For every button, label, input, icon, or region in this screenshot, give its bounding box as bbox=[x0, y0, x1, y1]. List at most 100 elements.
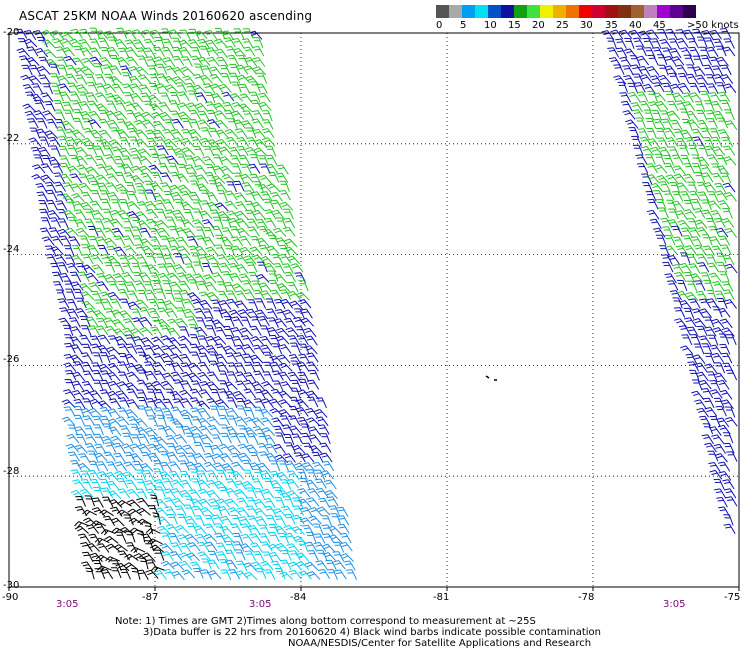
wind-barb bbox=[224, 549, 237, 561]
wind-barb bbox=[716, 297, 728, 309]
wind-barb bbox=[218, 414, 231, 426]
wind-barb bbox=[236, 227, 250, 237]
wind-barb bbox=[84, 443, 98, 453]
wind-barb bbox=[698, 379, 712, 390]
wind-barb bbox=[313, 533, 326, 544]
wind-barb bbox=[297, 540, 309, 552]
wind-barb bbox=[269, 460, 281, 472]
wind-barb bbox=[282, 208, 294, 220]
wind-barb bbox=[723, 514, 734, 526]
wind-barb bbox=[257, 433, 269, 444]
wind-barb bbox=[58, 136, 70, 147]
wind-barb bbox=[111, 83, 124, 94]
wind-barb bbox=[75, 74, 88, 85]
wind-barb bbox=[281, 505, 295, 516]
wind-barb bbox=[652, 92, 666, 102]
wind-barb bbox=[151, 336, 165, 346]
wind-barb bbox=[316, 506, 331, 516]
wind-barb bbox=[642, 182, 653, 193]
wind-barb bbox=[214, 343, 228, 354]
wind-barb bbox=[691, 390, 705, 401]
wind-barb bbox=[92, 486, 104, 498]
wind-barb bbox=[106, 100, 118, 112]
lon-label-81: -81 bbox=[433, 592, 450, 603]
wind-barb bbox=[266, 308, 278, 319]
wind-barb bbox=[215, 542, 228, 553]
wind-barb bbox=[251, 417, 265, 427]
wind-barb bbox=[227, 362, 239, 373]
wind-barb bbox=[102, 145, 114, 156]
wind-barb bbox=[665, 174, 679, 184]
wind-barb bbox=[74, 219, 87, 230]
wind-barb bbox=[318, 569, 331, 580]
wind-barb bbox=[56, 75, 71, 85]
wind-barb bbox=[288, 425, 302, 435]
wind-barb bbox=[96, 317, 109, 328]
wind-barb bbox=[151, 380, 166, 390]
wind-barb bbox=[154, 37, 165, 48]
wind-barb bbox=[683, 54, 695, 66]
wind-barb bbox=[178, 326, 190, 338]
wind-barb bbox=[312, 461, 326, 472]
wind-barb bbox=[683, 29, 696, 40]
wind-barb bbox=[253, 147, 268, 157]
wind-barb bbox=[127, 127, 140, 138]
wind-barb bbox=[722, 182, 736, 193]
wind-barb bbox=[209, 73, 223, 84]
wind-barb bbox=[242, 353, 255, 364]
wind-barb bbox=[627, 91, 641, 102]
wind-barb bbox=[672, 236, 685, 247]
wind-barb bbox=[20, 74, 34, 84]
wind-barb bbox=[191, 298, 205, 309]
wind-barb bbox=[200, 200, 212, 211]
wind-barb bbox=[160, 560, 175, 570]
wind-barb bbox=[671, 200, 685, 211]
wind-barb bbox=[22, 84, 36, 94]
wind-barb bbox=[126, 254, 140, 264]
wind-barb bbox=[115, 562, 130, 572]
wind-barb bbox=[215, 129, 229, 139]
wind-barb bbox=[177, 245, 191, 256]
wind-barb bbox=[661, 118, 673, 130]
colorbar-swatch bbox=[605, 5, 618, 18]
wind-barb bbox=[107, 408, 121, 418]
wind-barb bbox=[180, 371, 194, 382]
wind-barb bbox=[210, 209, 222, 220]
note-line-1: Note: 1) Times are GMT 2)Times along bot… bbox=[115, 616, 536, 627]
wind-barb bbox=[306, 571, 321, 580]
wind-barb bbox=[231, 110, 245, 120]
wind-barb bbox=[124, 553, 139, 562]
wind-barb bbox=[103, 274, 118, 283]
wind-barb bbox=[170, 561, 185, 571]
wind-barb bbox=[163, 254, 176, 265]
wind-barb bbox=[253, 139, 268, 149]
wind-barb bbox=[278, 362, 293, 372]
wind-barb bbox=[668, 208, 679, 220]
wind-barb bbox=[210, 444, 224, 455]
colorbar-label: 45 bbox=[653, 20, 666, 31]
wind-barb bbox=[271, 343, 283, 355]
wind-barb bbox=[253, 498, 267, 509]
wind-barb bbox=[307, 396, 319, 408]
wind-barb bbox=[282, 309, 297, 319]
wind-barb bbox=[156, 73, 170, 84]
colorbar-swatch bbox=[618, 5, 631, 18]
wind-barb bbox=[187, 172, 200, 183]
wind-barb bbox=[615, 47, 628, 58]
wind-barb bbox=[104, 535, 119, 544]
wind-barb bbox=[135, 426, 150, 436]
wind-barb bbox=[139, 463, 154, 472]
wind-barb bbox=[689, 369, 700, 381]
wind-barb bbox=[665, 137, 679, 147]
colorbar-swatch bbox=[527, 5, 540, 18]
wind-barb bbox=[69, 91, 81, 102]
wind-barb bbox=[263, 498, 276, 509]
wind-barb bbox=[187, 372, 202, 382]
wind-barb bbox=[57, 218, 69, 230]
wind-barb bbox=[307, 550, 319, 561]
wind-barb bbox=[228, 309, 243, 319]
wind-barb bbox=[198, 254, 211, 265]
wind-barb bbox=[100, 379, 112, 391]
wind-barb bbox=[236, 507, 250, 517]
